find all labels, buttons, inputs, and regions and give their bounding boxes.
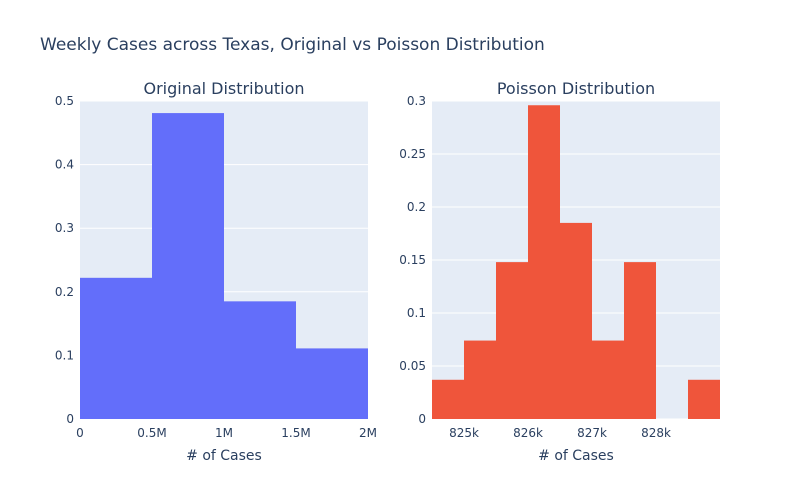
y-tick-label-poisson: 0	[418, 412, 426, 426]
x-axis-title-poisson: # of Cases	[538, 448, 614, 464]
histogram-bar-poisson	[592, 340, 624, 419]
bars-original	[80, 113, 368, 420]
y-tick-label-original: 0.2	[55, 285, 74, 299]
x-axis-title-original: # of Cases	[186, 448, 262, 464]
y-tick-label-original: 0.1	[55, 348, 74, 362]
y-tick-label-poisson: 0.1	[407, 306, 426, 320]
y-tick-label-poisson: 0.25	[399, 147, 426, 161]
x-ticks-poisson: 825k 826k 827k 828k	[449, 426, 671, 440]
panel-original: 0 0.1 0.2 0.3 0.4 0.5 0 0.5M 1M 1.5M 2M Original …	[55, 79, 377, 464]
figure-title: Weekly Cases across Texas, Original vs P…	[40, 35, 545, 55]
y-tick-label-original: 0.3	[55, 221, 74, 235]
histogram-bar-original	[296, 348, 368, 419]
histogram-bar-poisson	[496, 262, 528, 419]
bars-poisson	[432, 105, 720, 420]
x-tick-label-poisson: 828k	[641, 426, 671, 440]
y-ticks-poisson: 0 0.05 0.1 0.15 0.2 0.25 0.3	[399, 94, 426, 426]
histogram-bar-poisson	[688, 379, 720, 419]
y-tick-label-original: 0.4	[55, 158, 74, 172]
x-tick-label-poisson: 827k	[577, 426, 607, 440]
histogram-bar-poisson	[432, 379, 464, 419]
y-tick-label-poisson: 0.15	[399, 253, 426, 267]
histogram-bar-poisson	[624, 262, 656, 419]
subplot-title-poisson: Poisson Distribution	[497, 79, 655, 98]
subplot-title-original: Original Distribution	[143, 79, 304, 98]
panel-poisson: 00.050.10.150.20.250.3 825k 826k 827k 828k …	[399, 79, 720, 464]
x-tick-label-original: 0.5M	[137, 426, 166, 440]
x-tick-label-poisson: 825k	[449, 426, 479, 440]
y-tick-label-original: 0.5	[55, 94, 74, 108]
x-ticks-original: 0 0.5M 1M 1.5M 2M	[76, 426, 377, 440]
x-tick-label-original: 1.5M	[281, 426, 310, 440]
y-tick-label-poisson: 0.2	[407, 200, 426, 214]
histogram-bar-poisson	[528, 105, 560, 420]
histogram-bar-original	[152, 113, 224, 420]
x-tick-label-original: 1M	[215, 426, 233, 440]
histogram-bar-poisson	[464, 340, 496, 419]
x-tick-label-original: 0	[76, 426, 84, 440]
histogram-bar-poisson	[560, 222, 592, 419]
x-tick-label-original: 2M	[359, 426, 377, 440]
y-tick-label-original: 0	[66, 412, 74, 426]
y-ticks-original: 0 0.1 0.2 0.3 0.4 0.5	[55, 94, 74, 426]
histogram-bar-original	[80, 277, 152, 419]
histogram-bar-original	[224, 301, 296, 419]
x-tick-label-poisson: 826k	[513, 426, 543, 440]
y-tick-label-poisson: 0.3	[407, 94, 426, 108]
y-tick-label-poisson: 0.05	[399, 359, 426, 373]
